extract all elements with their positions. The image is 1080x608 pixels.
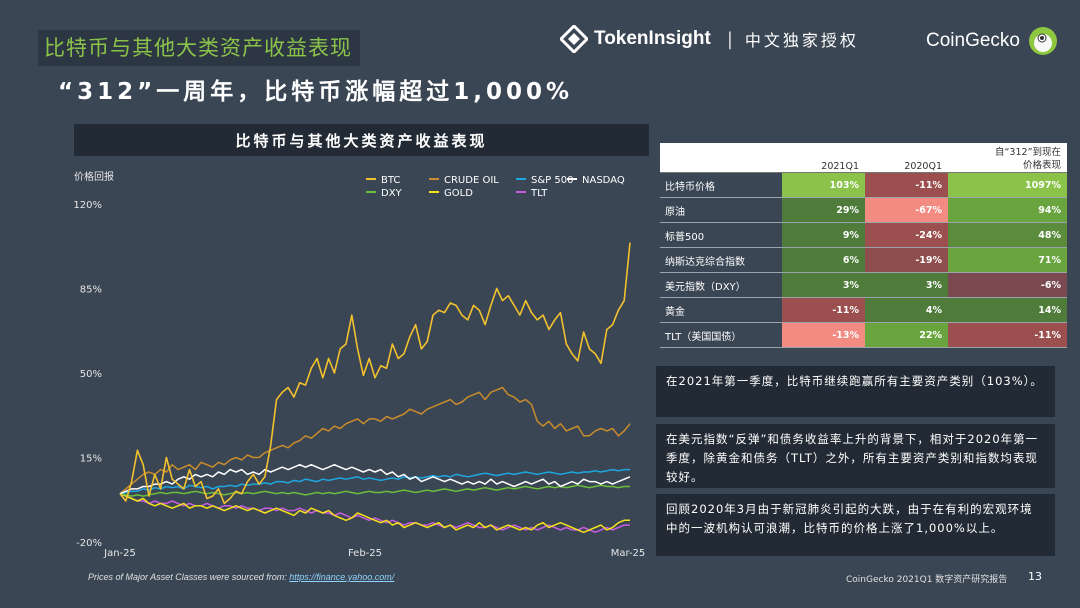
source-note: Prices of Major Asset Classes were sourc… <box>88 572 394 582</box>
x-tick-label: Jan-25 <box>103 548 136 559</box>
coingecko-brand: CoinGecko <box>926 30 1020 51</box>
table-header-empty <box>660 143 782 173</box>
y-tick-label: 50% <box>80 369 102 380</box>
series-line-crude-oil <box>119 386 631 495</box>
table-cell: 29% <box>782 197 865 223</box>
table-cell: -67% <box>865 197 948 223</box>
table-cell: 4% <box>865 297 948 323</box>
table-cell: 6% <box>782 247 865 273</box>
table-cell: -13% <box>782 322 865 348</box>
row-label: TLT（美国国债） <box>660 322 782 348</box>
footer-report: CoinGecko 2021Q1 数字资产研究报告 <box>846 575 1008 585</box>
line-chart: 120% 85% 50% 15% -20%Jan-25 Feb-25 Mar-25 BTC CR… <box>73 175 646 559</box>
legend-label: TLT <box>530 188 548 199</box>
legend-label: S&P 500 <box>531 175 573 186</box>
series-line-nasdaq <box>119 463 631 495</box>
y-tick-label: 120% <box>73 200 102 211</box>
table-cell: 3% <box>865 272 948 298</box>
table-row: 纳斯达克综合指数 6% -19% 71% <box>660 247 1067 273</box>
row-label: 比特币价格 <box>660 172 782 198</box>
gecko-icon <box>1029 27 1057 55</box>
header-line2: 价格表现 <box>1022 160 1061 171</box>
table-cell: 1097% <box>948 172 1067 198</box>
tokeninsight-brand: TokenInsight <box>594 28 711 49</box>
tokeninsight-logo: TokenInsight | 中文独家授权 <box>560 24 859 54</box>
table-row: 美元指数（DXY） 3% 3% -6% <box>660 272 1067 298</box>
series-line-tlt <box>119 493 630 534</box>
source-link[interactable]: https://finance.yahoo.com/ <box>289 572 395 582</box>
legend-label: CRUDE OIL <box>444 175 499 186</box>
x-tick-label: Mar-25 <box>611 548 646 559</box>
table-cell: 48% <box>948 222 1067 248</box>
table-cell: -19% <box>865 247 948 273</box>
logo-separator: | <box>726 28 733 50</box>
table-cell: 22% <box>865 322 948 348</box>
table-cell: 103% <box>782 172 865 198</box>
headline: “312”一周年，比特币涨幅超过1,000% <box>58 79 574 105</box>
tokeninsight-icon <box>560 25 588 53</box>
series-line-s-p-500 <box>119 468 630 495</box>
note-box-2: 在美元指数“反弹”和债务收益率上升的背景下，相对于2020年第一季度，除黄金和债… <box>656 424 1055 488</box>
table-row: TLT（美国国债） -13% 22% -11% <box>660 322 1067 348</box>
table-cell: 94% <box>948 197 1067 223</box>
note-box-1: 在2021年第一季度，比特币继续跑赢所有主要资产类别（103%）。 <box>656 366 1055 417</box>
table-cell: -11% <box>865 172 948 198</box>
table-header-row: 2021Q1 2020Q1 自“312”到现在价格表现 <box>660 143 1067 173</box>
table-cell: 9% <box>782 222 865 248</box>
series-line-btc <box>119 242 631 505</box>
table-cell: 3% <box>782 272 865 298</box>
x-tick-label: Feb-25 <box>348 548 382 559</box>
table-row: 比特币价格 103% -11% 1097% <box>660 172 1067 198</box>
table-row: 原油 29% -67% 94% <box>660 197 1067 223</box>
header-line1: 自“312”到现在 <box>995 147 1061 158</box>
legend-label: GOLD <box>444 188 473 199</box>
legend-label: BTC <box>381 175 400 186</box>
table-cell: -11% <box>948 322 1067 348</box>
table-cell: 14% <box>948 297 1067 323</box>
row-label: 美元指数（DXY） <box>660 272 782 298</box>
row-label: 黄金 <box>660 297 782 323</box>
table-row: 黄金 -11% 4% 14% <box>660 297 1067 323</box>
y-tick-label: 85% <box>80 285 102 296</box>
y-axis-label: 价格回报 <box>74 172 114 183</box>
table-cell: -11% <box>782 297 865 323</box>
coingecko-logo: CoinGecko <box>926 26 1058 56</box>
table-header-2021q1: 2021Q1 <box>782 143 865 173</box>
legend-label: NASDAQ <box>582 175 625 186</box>
y-tick-label: 15% <box>80 454 102 465</box>
table-header-since-312: 自“312”到现在价格表现 <box>948 143 1067 173</box>
row-label: 纳斯达克综合指数 <box>660 247 782 273</box>
table-header-2020q1: 2020Q1 <box>865 143 948 173</box>
y-tick-label: -20% <box>76 538 102 549</box>
table-cell: 71% <box>948 247 1067 273</box>
slide-title: 比特币与其他大类资产收益表现 <box>38 30 360 66</box>
row-label: 原油 <box>660 197 782 223</box>
table-cell: -24% <box>865 222 948 248</box>
chart-title: 比特币与其他大类资产收益表现 <box>74 124 649 156</box>
source-prefix: Prices of Major Asset Classes were sourc… <box>88 572 290 582</box>
performance-table: 2021Q1 2020Q1 自“312”到现在 价格表现 比特币价格 103% -11… <box>660 143 1067 348</box>
row-label: 标普500 <box>660 222 782 248</box>
legend-label: DXY <box>381 188 403 199</box>
note-box-3: 回顾2020年3月由于新冠肺炎引起的大跌，由于在有利的宏观环境中的一波机构认可浪… <box>656 494 1055 556</box>
table-row: 标普500 9% -24% 48% <box>660 222 1067 248</box>
series-line-gold <box>119 493 630 534</box>
page-number: 13 <box>1028 570 1042 583</box>
table-cell: -6% <box>948 272 1067 298</box>
tokeninsight-subtitle: 中文独家授权 <box>744 31 859 50</box>
